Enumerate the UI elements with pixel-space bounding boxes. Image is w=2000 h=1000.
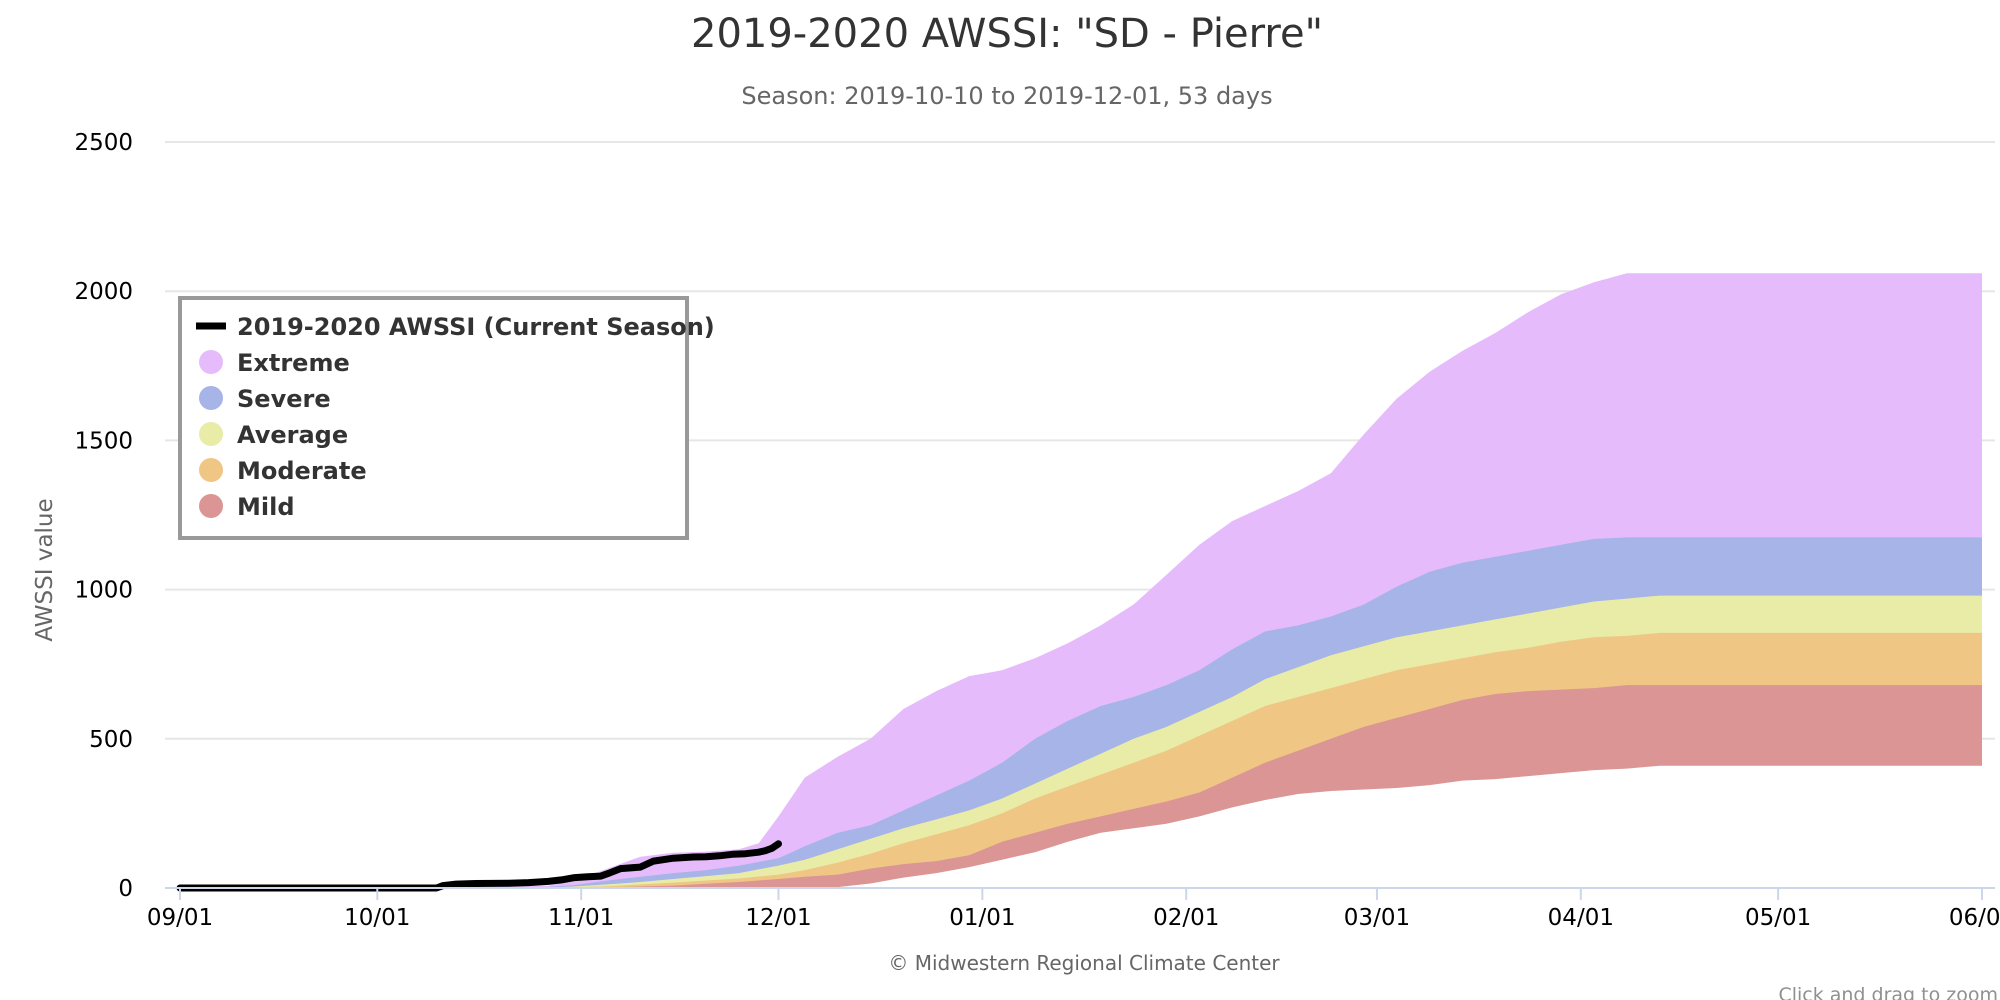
legend-box [178, 296, 689, 540]
legend-dot-marker [199, 386, 223, 410]
legend-label: Mild [237, 493, 295, 521]
legend-label: Severe [237, 385, 331, 413]
percentile-bands[interactable] [180, 273, 1982, 888]
legend-label: Moderate [237, 457, 367, 485]
legend-dot-marker [199, 422, 223, 446]
y-tick-label: 0 [118, 876, 133, 902]
x-tick-label: 06/01 [1949, 905, 2000, 931]
x-tick-label: 01/01 [949, 905, 1015, 931]
legend-label: 2019-2020 AWSSI (Current Season) [237, 313, 715, 341]
legend-item-mild[interactable]: Mild [199, 493, 295, 521]
y-tick-label: 2500 [74, 130, 133, 156]
x-tick-label: 05/01 [1745, 905, 1811, 931]
legend-item-average[interactable]: Average [199, 421, 348, 449]
legend-item-extreme[interactable]: Extreme [199, 349, 350, 377]
x-tick-label: 02/01 [1153, 905, 1219, 931]
y-tick-label: 1500 [74, 428, 133, 454]
y-axis: 0 500 1000 1500 2000 2500 [74, 130, 133, 902]
legend-item-moderate[interactable]: Moderate [199, 457, 367, 485]
legend-dot-marker [199, 350, 223, 374]
x-axis: 09/01 10/01 11/01 12/01 01/01 02/01 03/01 04/01… [147, 887, 2000, 931]
band-baseline[interactable] [180, 765, 1982, 888]
x-tick-label: 11/01 [548, 905, 614, 931]
credit-text[interactable]: © Midwestern Regional Climate Center [888, 951, 1280, 975]
legend-item-severe[interactable]: Severe [199, 385, 331, 413]
legend-item-2019-2020-awssi-current-season[interactable]: 2019-2020 AWSSI (Current Season) [196, 313, 715, 341]
current-season-series[interactable] [176, 840, 782, 892]
chart-subtitle: Season: 2019-10-10 to 2019-12-01, 53 day… [741, 82, 1272, 110]
x-tick-label: 03/01 [1344, 905, 1410, 931]
legend[interactable]: 2019-2020 AWSSI (Current Season) Extreme S… [178, 296, 715, 540]
y-tick-label: 1000 [74, 578, 133, 604]
x-tick-label: 09/01 [147, 905, 213, 931]
series-line-current-season[interactable] [176, 840, 782, 892]
x-tick-label: 04/01 [1548, 905, 1614, 931]
x-tick-label: 12/01 [745, 905, 811, 931]
legend-dot-marker [199, 494, 223, 518]
chart-title: 2019-2020 AWSSI: "SD - Pierre" [691, 11, 1323, 57]
zoom-hint: Click and drag to zoom [1778, 984, 1998, 1000]
y-tick-label: 2000 [74, 279, 133, 305]
y-axis-label: AWSSI value [32, 498, 58, 641]
y-tick-label: 500 [89, 727, 133, 753]
legend-label: Average [237, 421, 348, 449]
x-tick-label: 10/01 [344, 905, 410, 931]
legend-label: Extreme [237, 349, 350, 377]
legend-dot-marker [199, 458, 223, 482]
